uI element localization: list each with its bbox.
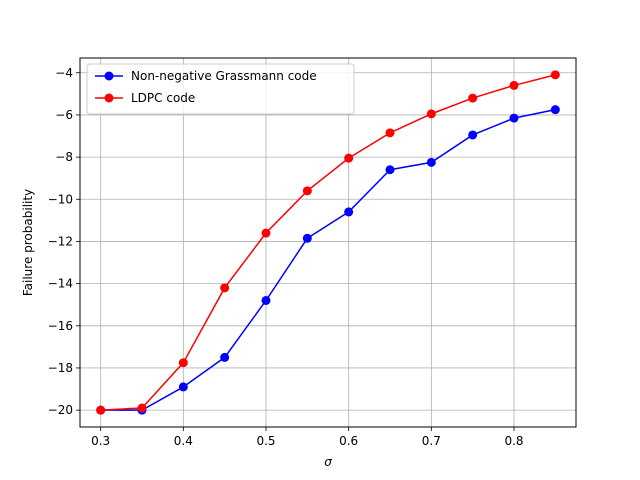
axis-ticks: 0.3 0.4 0.5 0.6 0.7 0.8 −20 −18 −16 −14 −12 −10 −8 −6… xyxy=(48,66,524,448)
legend-label: LDPC code xyxy=(131,91,195,105)
data-point xyxy=(426,109,436,119)
y-tick-label: −12 xyxy=(48,234,73,248)
x-axis-label: σ xyxy=(324,455,332,469)
data-point xyxy=(426,157,436,167)
legend-marker xyxy=(104,93,114,103)
legend-label: Non-negative Grassmann code xyxy=(131,69,317,83)
data-point xyxy=(220,352,230,362)
x-tick-label: 0.3 xyxy=(91,434,110,448)
x-tick-label: 0.6 xyxy=(339,434,358,448)
y-axis-label: Failure probability xyxy=(21,189,35,296)
y-tick-label: −10 xyxy=(48,192,73,206)
data-point xyxy=(550,70,560,80)
data-point xyxy=(302,233,312,243)
legend-item: LDPC code xyxy=(95,91,195,105)
data-point xyxy=(385,165,395,175)
legend-item: Non-negative Grassmann code xyxy=(95,69,317,83)
series-line xyxy=(100,74,556,411)
series-1 xyxy=(96,70,560,415)
data-point xyxy=(302,186,312,196)
data-point xyxy=(509,113,519,123)
data-point xyxy=(509,80,519,90)
y-tick-label: −16 xyxy=(48,319,73,333)
y-tick-label: −6 xyxy=(55,108,73,122)
data-point xyxy=(468,130,478,140)
x-tick-label: 0.8 xyxy=(504,434,523,448)
data-point xyxy=(261,228,271,238)
y-tick-label: −20 xyxy=(48,403,73,417)
legend-marker xyxy=(104,71,114,81)
plot-area-frame xyxy=(79,57,577,428)
data-point xyxy=(137,403,147,413)
y-tick-label: −8 xyxy=(55,150,73,164)
series-layer xyxy=(96,70,560,415)
data-point xyxy=(261,295,271,305)
data-point xyxy=(468,93,478,103)
legend: Non-negative Grassmann code LDPC code xyxy=(86,63,355,115)
data-point xyxy=(178,358,188,368)
series-line xyxy=(100,108,556,411)
data-point xyxy=(550,105,560,115)
data-point xyxy=(96,405,106,415)
data-point xyxy=(344,207,354,217)
x-tick-label: 0.7 xyxy=(422,434,441,448)
y-tick-label: −14 xyxy=(48,277,73,291)
y-tick-label: −18 xyxy=(48,361,73,375)
x-tick-label: 0.4 xyxy=(174,434,193,448)
data-point xyxy=(178,382,188,392)
legend-box xyxy=(86,63,355,115)
data-point xyxy=(385,128,395,138)
data-point xyxy=(344,153,354,163)
series-0 xyxy=(96,105,560,415)
data-point xyxy=(220,283,230,293)
y-tick-label: −4 xyxy=(55,66,73,80)
x-tick-label: 0.5 xyxy=(256,434,275,448)
